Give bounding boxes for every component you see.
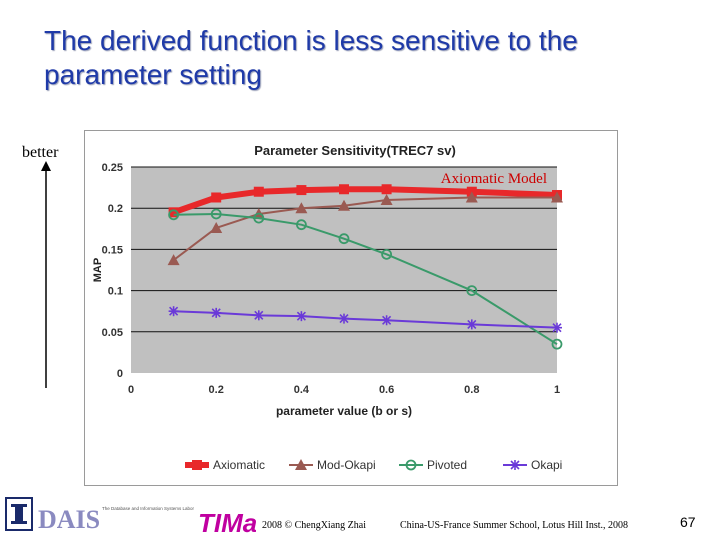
series-okapi — [168, 306, 562, 333]
legend-label: Axiomatic — [213, 458, 265, 472]
legend-marker — [510, 460, 520, 470]
legend-item-okapi: Okapi — [503, 458, 562, 472]
footer-event: China-US-France Summer School, Lotus Hil… — [400, 520, 629, 531]
svg-text:The Database and Information S: The Database and Information Systems Lab… — [102, 506, 194, 511]
legend-label: Pivoted — [427, 458, 467, 472]
data-point-okapi — [552, 322, 562, 333]
data-point-okapi — [211, 307, 222, 318]
series-line-pivoted — [173, 212, 558, 346]
legend-item-mod-okapi: Mod-Okapi — [289, 458, 376, 472]
data-point-okapi — [168, 306, 179, 317]
y-tick-label: 0.25 — [102, 162, 123, 174]
data-point-axiomatic — [168, 207, 179, 218]
x-axis-label: parameter value (b or s) — [276, 404, 412, 418]
x-tick-label: 0 — [128, 384, 134, 396]
data-point-axiomatic — [211, 192, 222, 203]
page-number: 67 — [680, 514, 696, 530]
y-tick-labels: 0 0.05 0.1 0.15 0.2 0.25 — [102, 162, 123, 380]
data-point-mod-okapi — [551, 191, 563, 203]
data-point-okapi — [296, 311, 307, 322]
data-point-axiomatic — [381, 184, 392, 195]
legend-item-axiomatic: Axiomatic — [185, 458, 265, 472]
chart-title: Parameter Sensitivity(TREC7 sv) — [254, 143, 456, 158]
timan-logo: TIMan — [198, 508, 256, 538]
data-point-pivoted — [253, 212, 265, 224]
legend-item-pivoted: Pivoted — [399, 458, 467, 472]
legend-marker — [295, 459, 307, 470]
data-point-pivoted — [381, 248, 393, 260]
axiomatic-model-annotation: Axiomatic Model — [441, 171, 547, 187]
svg-text:TIMan: TIMan — [198, 508, 256, 538]
slide-title: The derived function is less sensitive t… — [44, 25, 578, 90]
series-line-axiomatic — [172, 186, 558, 216]
x-tick-label: 0.6 — [379, 384, 394, 396]
x-tick-label: 1 — [554, 384, 560, 396]
x-tick-labels: 0 0.2 0.4 0.6 0.8 1 — [128, 384, 560, 396]
data-point-pivoted — [338, 233, 350, 245]
x-tick-label: 0.8 — [464, 384, 479, 396]
data-point-mod-okapi — [465, 191, 478, 203]
data-point-axiomatic — [253, 186, 264, 197]
up-arrow-icon — [41, 161, 51, 388]
data-point-okapi — [381, 315, 392, 326]
y-tick-label: 0.1 — [108, 286, 123, 298]
data-point-pivoted — [466, 285, 478, 297]
x-tick-label: 0.4 — [294, 384, 310, 396]
legend-label: Okapi — [531, 458, 562, 472]
legend-marker — [405, 459, 417, 471]
series-pivoted — [168, 208, 563, 350]
y-tick-label: 0.2 — [108, 203, 123, 215]
data-point-pivoted — [551, 338, 563, 350]
data-point-axiomatic — [339, 184, 349, 195]
data-point-axiomatic — [296, 185, 307, 196]
svg-text:DAIS: DAIS — [38, 505, 100, 534]
chart-frame: Parameter Sensitivity(TREC7 sv) 0 0.05 0.1… — [84, 130, 618, 486]
legend-marker — [192, 460, 202, 470]
data-point-okapi — [466, 319, 477, 330]
dais-logo: DAIS The Database and Information System… — [5, 497, 194, 534]
better-label: better — [22, 144, 59, 161]
footer-copyright: 2008 © ChengXiang Zhai — [262, 520, 366, 531]
data-point-okapi — [253, 310, 264, 321]
data-point-mod-okapi — [295, 202, 308, 214]
data-point-okapi — [339, 313, 349, 324]
legend-label: Mod-Okapi — [317, 458, 376, 472]
data-point-mod-okapi — [380, 193, 393, 205]
series-layer — [167, 184, 563, 350]
series-line-okapi — [173, 310, 558, 329]
data-point-mod-okapi — [338, 199, 350, 211]
data-point-mod-okapi — [167, 254, 180, 266]
y-axis-label: MAP — [92, 258, 104, 282]
y-tick-label: 0.15 — [102, 244, 123, 256]
y-tick-label: 0 — [117, 368, 123, 380]
data-point-pivoted — [168, 209, 179, 221]
series-line-mod-okapi — [172, 196, 557, 261]
x-tick-label: 0.2 — [209, 384, 224, 396]
data-point-pivoted — [210, 208, 222, 220]
chart: Parameter Sensitivity(TREC7 sv) 0 0.05 0.1… — [92, 143, 563, 472]
y-tick-label: 0.05 — [102, 327, 123, 339]
legend: Axiomatic Mod-Okapi Pivoted Okapi — [185, 458, 562, 472]
data-point-pivoted — [295, 219, 307, 231]
data-point-mod-okapi — [210, 221, 223, 233]
